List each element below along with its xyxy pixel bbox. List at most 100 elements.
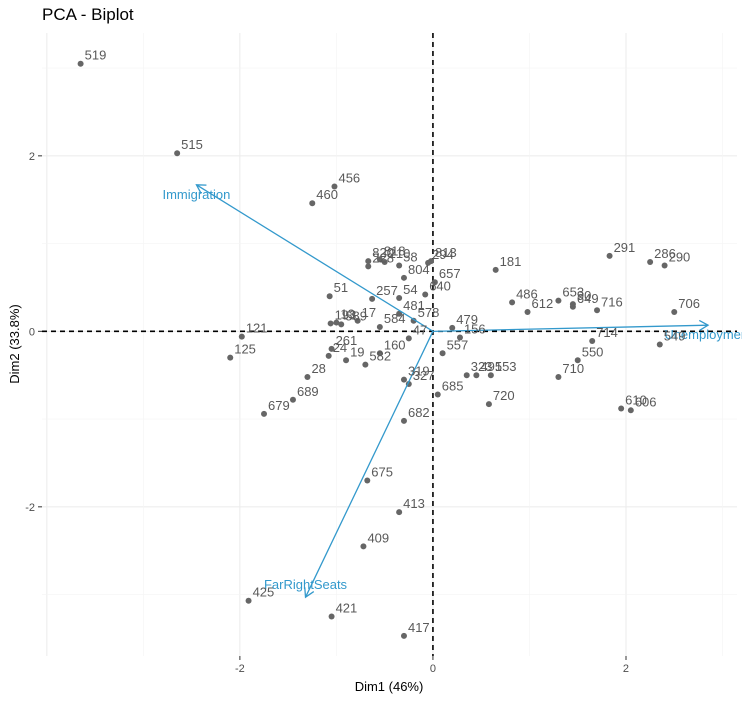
data-point xyxy=(227,354,234,361)
point-label: 481 xyxy=(403,298,425,313)
data-point xyxy=(331,183,338,190)
data-point xyxy=(365,258,372,265)
data-point xyxy=(589,337,596,344)
data-point xyxy=(574,357,581,364)
data-point xyxy=(422,291,429,298)
x-tick-label: 2 xyxy=(623,663,629,675)
grid-lines xyxy=(42,33,737,656)
point-label: 413 xyxy=(403,496,425,511)
data-point xyxy=(400,632,407,639)
data-point xyxy=(360,543,367,550)
point-label: 479 xyxy=(456,312,478,327)
point-label: 193 xyxy=(335,307,357,322)
data-point xyxy=(338,321,345,328)
data-point xyxy=(364,477,371,484)
data-point xyxy=(425,259,432,266)
point-label: 706 xyxy=(678,296,700,311)
data-point xyxy=(174,150,181,157)
data-point xyxy=(555,297,562,304)
data-point xyxy=(671,309,678,316)
data-point xyxy=(396,294,403,301)
point-label: 24 xyxy=(333,340,347,355)
data-point xyxy=(326,293,333,300)
point-label: 714 xyxy=(596,325,618,340)
point-label: 286 xyxy=(654,246,676,261)
point-label: 90 xyxy=(577,288,591,303)
x-tick-label: -2 xyxy=(235,663,245,675)
data-point xyxy=(555,373,562,380)
variable-label: Immigration xyxy=(162,187,230,202)
variable-arrow xyxy=(196,184,434,332)
data-point xyxy=(304,373,311,380)
variable-arrow xyxy=(304,331,434,598)
data-point xyxy=(381,259,388,266)
point-label: 549 xyxy=(664,329,686,344)
point-label: 409 xyxy=(367,530,389,545)
data-point xyxy=(325,352,332,359)
point-label: 682 xyxy=(408,405,430,420)
data-point xyxy=(509,299,516,306)
point-label: 657 xyxy=(439,266,461,281)
data-point xyxy=(309,200,316,207)
point-label: 181 xyxy=(500,254,522,269)
data-point xyxy=(405,335,412,342)
data-point xyxy=(376,323,383,330)
point-label: 491 xyxy=(480,359,502,374)
point-label: 160 xyxy=(384,337,406,352)
point-label: 653 xyxy=(562,285,584,300)
data-point xyxy=(647,259,654,266)
data-point xyxy=(327,320,334,327)
point-label: 606 xyxy=(635,394,657,409)
point-label: 156 xyxy=(464,321,486,336)
data-point xyxy=(400,376,407,383)
point-label: 125 xyxy=(234,342,256,357)
data-point xyxy=(456,334,463,341)
point-label: 460 xyxy=(316,187,338,202)
point-label: 421 xyxy=(336,601,358,616)
point-label: 584 xyxy=(384,311,406,326)
data-point xyxy=(245,597,252,604)
point-label: 319 xyxy=(408,364,430,379)
point-label: 294 xyxy=(432,247,454,262)
point-label: 13 xyxy=(340,307,354,322)
point-label: 820 xyxy=(372,245,394,260)
data-point xyxy=(449,324,456,331)
data-point xyxy=(661,262,668,269)
point-label: 228 xyxy=(372,250,394,265)
point-label: 47 xyxy=(413,322,427,337)
data-point xyxy=(369,295,376,302)
variable-label: Unemployment xyxy=(664,327,742,342)
arrow-head xyxy=(195,184,207,194)
point-label: 261 xyxy=(336,333,358,348)
axes: -2 0 2 -2 0 2 xyxy=(25,151,629,675)
point-label: 685 xyxy=(442,379,464,394)
point-label: 327 xyxy=(413,368,435,383)
data-point xyxy=(594,307,601,314)
point-label: 582 xyxy=(369,349,391,364)
point-label: 323 xyxy=(471,359,493,374)
point-label: 557 xyxy=(447,337,469,352)
point-label: 716 xyxy=(601,294,623,309)
point-label: 804 xyxy=(408,262,430,277)
point-label: 54 xyxy=(403,282,417,297)
data-point xyxy=(524,309,531,316)
point-label: 417 xyxy=(408,620,430,635)
data-point xyxy=(487,372,494,379)
point-label: 19 xyxy=(350,344,364,359)
point-label: 257 xyxy=(376,283,398,298)
data-point xyxy=(376,350,383,357)
point-label: 553 xyxy=(495,359,517,374)
variable-arrow xyxy=(432,324,709,332)
point-label: 818 xyxy=(384,243,406,258)
arrow-head xyxy=(304,587,315,599)
data-point xyxy=(362,361,369,368)
point-label: 720 xyxy=(493,388,515,403)
data-point xyxy=(618,405,625,412)
point-label: 578 xyxy=(418,305,440,320)
point-label: 640 xyxy=(429,278,451,293)
data-point xyxy=(400,274,407,281)
y-axis-label: Dim2 (33.8%) xyxy=(7,304,22,383)
data-point xyxy=(238,333,245,340)
point-label: 675 xyxy=(371,465,393,480)
data-point xyxy=(434,391,441,398)
